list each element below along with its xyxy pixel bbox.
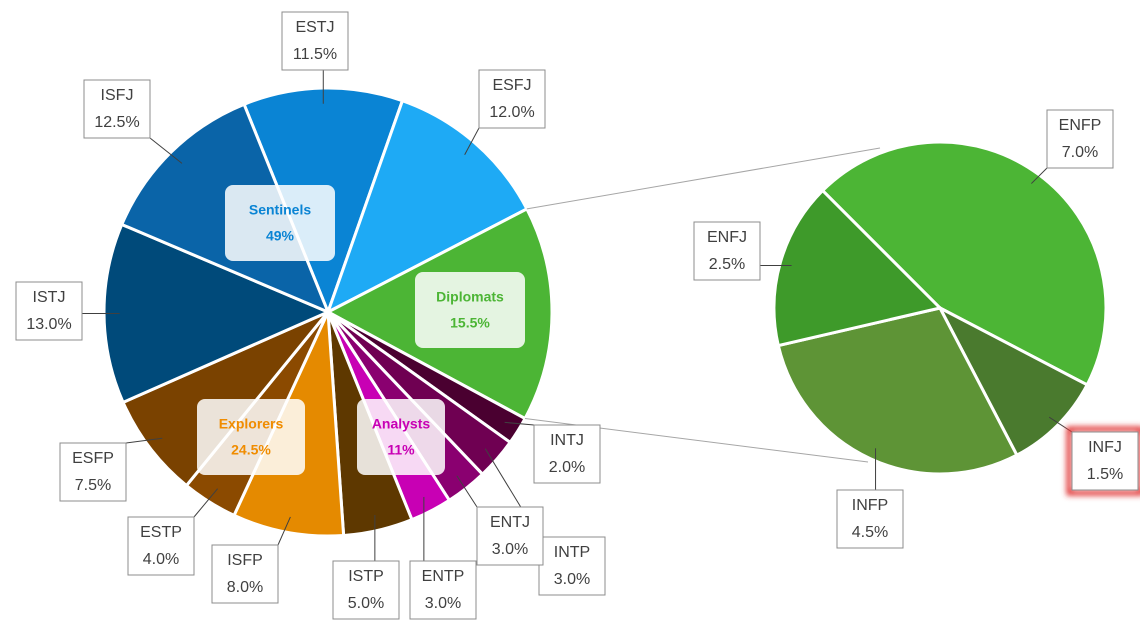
label-name: ESFJ bbox=[492, 77, 531, 94]
data-label: INTP 3.0% bbox=[538, 536, 606, 596]
data-label: ESTP 4.0% bbox=[127, 516, 195, 576]
leader-line bbox=[125, 437, 163, 444]
leader-line bbox=[277, 516, 291, 546]
label-name: ENFJ bbox=[707, 229, 747, 246]
label-box bbox=[15, 281, 83, 341]
label-name: ENTP bbox=[422, 568, 465, 585]
leader-line bbox=[1031, 167, 1048, 184]
label-value: 3.0% bbox=[554, 571, 590, 588]
group-label: Analysts 11% bbox=[357, 399, 445, 475]
group-name: Explorers bbox=[219, 416, 284, 432]
group-name: Analysts bbox=[372, 416, 431, 432]
label-box bbox=[127, 516, 195, 576]
leaders bbox=[82, 70, 1073, 561]
label-name: INTP bbox=[554, 544, 590, 561]
group-label: Sentinels 49% bbox=[225, 185, 335, 261]
connector-line bbox=[526, 147, 881, 210]
label-value: 5.0% bbox=[348, 595, 384, 612]
group-box bbox=[415, 272, 525, 348]
leader-line bbox=[149, 137, 183, 164]
label-name: ESTJ bbox=[295, 19, 334, 36]
label-box bbox=[83, 79, 151, 139]
label-value: 7.0% bbox=[1062, 144, 1098, 161]
data-label: ENFJ 2.5% bbox=[693, 221, 761, 281]
label-box bbox=[533, 424, 601, 484]
label-value: 3.0% bbox=[492, 541, 528, 558]
label-box bbox=[409, 560, 477, 620]
group-value: 24.5% bbox=[231, 442, 271, 458]
label-name: ISFJ bbox=[101, 87, 134, 104]
group-name: Diplomats bbox=[436, 289, 504, 305]
data-label: ISFP 8.0% bbox=[211, 544, 279, 604]
leader-line bbox=[456, 475, 478, 508]
group-label: Diplomats 15.5% bbox=[415, 272, 525, 348]
label-name: INFP bbox=[852, 497, 888, 514]
label-box bbox=[476, 506, 544, 566]
label-box bbox=[59, 442, 127, 502]
label-value: 1.5% bbox=[1087, 466, 1123, 483]
data-label: ISTP 5.0% bbox=[332, 560, 400, 620]
label-value: 4.5% bbox=[852, 524, 888, 541]
data-label: ISTJ 13.0% bbox=[15, 281, 83, 341]
highlight bbox=[1066, 426, 1140, 496]
label-name: ENTJ bbox=[490, 514, 530, 531]
pie-slice bbox=[776, 306, 1019, 476]
label-value: 7.5% bbox=[75, 477, 111, 494]
data-label: INTJ 2.0% bbox=[533, 424, 601, 484]
label-value: 3.0% bbox=[425, 595, 461, 612]
label-box bbox=[281, 11, 349, 71]
leader-line bbox=[193, 488, 218, 518]
label-name: ISTJ bbox=[33, 289, 66, 306]
label-name: INTJ bbox=[550, 432, 584, 449]
data-label: ESTJ 11.5% bbox=[281, 11, 349, 71]
label-name: ISTP bbox=[348, 568, 384, 585]
label-box bbox=[1071, 431, 1139, 491]
label-name: ESFP bbox=[72, 450, 114, 467]
label-value: 4.0% bbox=[143, 551, 179, 568]
label-box bbox=[1046, 109, 1114, 169]
label-box bbox=[211, 544, 279, 604]
data-label: ESFP 7.5% bbox=[59, 442, 127, 502]
data-label: ENTJ 3.0% bbox=[476, 506, 544, 566]
data-label: ESFJ 12.0% bbox=[478, 69, 546, 129]
pie-slice bbox=[820, 140, 1108, 387]
label-box bbox=[693, 221, 761, 281]
group-value: 15.5% bbox=[450, 315, 490, 331]
pie-slice bbox=[772, 188, 943, 348]
group-box bbox=[197, 399, 305, 475]
label-name: ISFP bbox=[227, 552, 263, 569]
data-label: INFP 4.5% bbox=[836, 489, 904, 549]
group-value: 49% bbox=[266, 228, 295, 244]
label-value: 8.0% bbox=[227, 579, 263, 596]
label-value: 12.5% bbox=[94, 114, 139, 131]
pie-slice bbox=[121, 310, 330, 488]
label-box bbox=[478, 69, 546, 129]
group-name: Sentinels bbox=[249, 202, 311, 218]
label-box bbox=[332, 560, 400, 620]
data-label: ISFJ 12.5% bbox=[83, 79, 151, 139]
leader-line bbox=[504, 421, 535, 426]
data-label: INFJ 1.5% bbox=[1066, 426, 1140, 496]
label-name: ENFP bbox=[1059, 117, 1102, 134]
leader-line bbox=[464, 127, 480, 156]
label-name: INFJ bbox=[1088, 439, 1122, 456]
pie-slice bbox=[325, 98, 529, 316]
label-value: 11.5% bbox=[293, 46, 337, 63]
label-value: 2.5% bbox=[709, 256, 745, 273]
group-box bbox=[357, 399, 445, 475]
label-value: 13.0% bbox=[26, 316, 71, 333]
label-box bbox=[538, 536, 606, 596]
data-label: ENTP 3.0% bbox=[409, 560, 477, 620]
group-label: Explorers 24.5% bbox=[197, 399, 305, 475]
group-value: 11% bbox=[387, 442, 415, 458]
label-value: 12.0% bbox=[489, 104, 534, 121]
label-value: 2.0% bbox=[549, 459, 585, 476]
labels: ESTJ 11.5% ESFJ 12.0% INTJ 2.0% INTP 3.0% ENTJ 3.… bbox=[15, 11, 1140, 620]
label-box bbox=[836, 489, 904, 549]
label-name: ESTP bbox=[140, 524, 182, 541]
group-box bbox=[225, 185, 335, 261]
data-label: ENFP 7.0% bbox=[1046, 109, 1114, 169]
